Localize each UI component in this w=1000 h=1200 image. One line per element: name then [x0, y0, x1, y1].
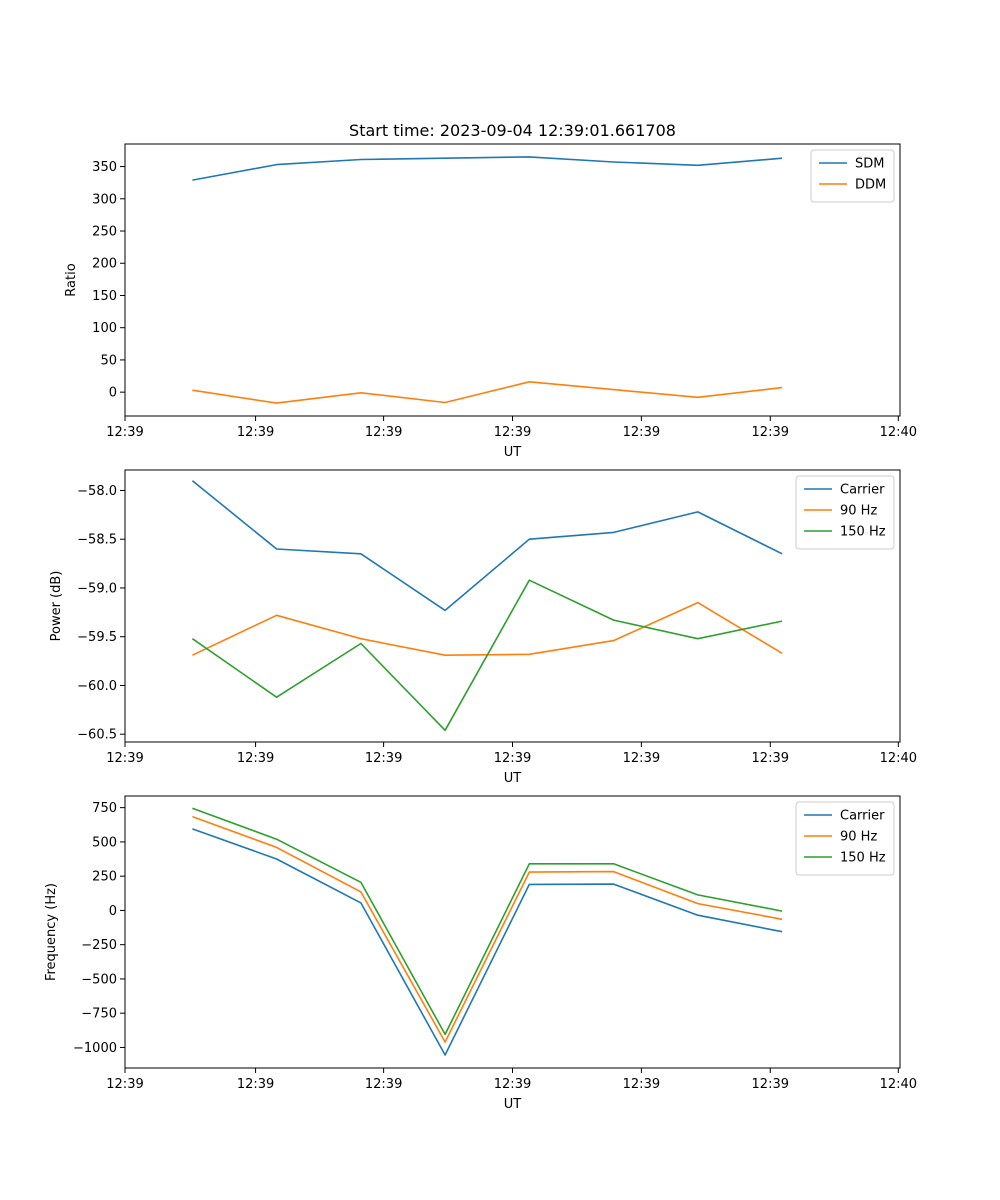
panel-2-x-tick-label: 12:39	[237, 751, 274, 766]
panel-2-legend-label-carrier: Carrier	[840, 483, 885, 498]
panel-3-x-axis-label: UT	[504, 1097, 522, 1112]
panel-3-x-tick-label: 12:39	[365, 1077, 402, 1092]
panel-1-y-tick-label: 0	[109, 386, 117, 401]
panel-2-x-tick-label: 12:39	[623, 751, 660, 766]
panel-3-x-tick-label: 12:39	[237, 1077, 274, 1092]
panel-1-y-axis-label: Ratio	[64, 263, 79, 296]
panel-1-x-axis-label: UT	[504, 445, 522, 460]
panel-2-legend: Carrier 90 Hz 150 Hz	[795, 475, 895, 550]
panel-3-series-150-hz	[192, 807, 783, 1036]
panel-3-y-tick-label: 250	[92, 870, 117, 885]
panel-2-legend-label-90-hz: 90 Hz	[840, 504, 877, 519]
panel-1-axes-frame	[124, 143, 901, 417]
panel-3-axes-frame	[124, 795, 901, 1069]
panel-3-x-tick-label: 12:39	[494, 1077, 531, 1092]
panel-3-x-tick-label: 12:39	[623, 1077, 660, 1092]
panel-2-y-axis-label: Power (dB)	[49, 571, 64, 642]
panel-1-legend-label-ddm: DDM	[855, 178, 886, 193]
panel-3-x-tick-label: 12:40	[880, 1077, 917, 1092]
panel-3-y-tick-label: −250	[81, 938, 117, 953]
panel-2-series-150-hz	[191, 579, 783, 732]
panel-1-x-tick-label: 12:39	[365, 425, 402, 440]
panel-1-x-tick-label: 12:40	[880, 425, 917, 440]
panel-2-x-axis-label: UT	[504, 771, 522, 786]
panel-1: 12:39 12:39 12:39 12:39 12:39 12:39 12:40 0 50 10…	[64, 143, 917, 460]
panel-1-legend: SDM DDM	[810, 149, 895, 203]
panel-3-y-tick-label: −750	[81, 1007, 117, 1022]
panel-2-axes-frame	[124, 469, 901, 743]
panel-2-y-tick-label: −58.5	[77, 533, 117, 548]
panel-1-y-tick-label: 200	[92, 257, 117, 272]
panel-1-x-tick-label: 12:39	[237, 425, 274, 440]
panel-1-y-tick-label: 150	[92, 289, 117, 304]
panel-3-y-tick-label: −500	[81, 972, 117, 987]
panel-3-y-tick-label: 750	[92, 801, 117, 816]
panel-2-x-tick-label: 12:39	[752, 751, 789, 766]
panel-1-y-tick-label: 50	[100, 353, 117, 368]
panel-3-x-tick-label: 12:39	[106, 1077, 143, 1092]
panel-1-x-tick-label: 12:39	[106, 425, 143, 440]
panel-1-legend-label-sdm: SDM	[855, 157, 884, 172]
panel-2-x-tick-label: 12:39	[106, 751, 143, 766]
figure-title: Start time: 2023-09-04 12:39:01.661708	[349, 121, 676, 140]
panel-2-x-tick-label: 12:40	[880, 751, 917, 766]
subplot-panels: 12:39 12:39 12:39 12:39 12:39 12:39 12:40 0 50 10…	[44, 143, 917, 1112]
panel-1-y-tick-label: 100	[92, 321, 117, 336]
panel-1-x-tick-label: 12:39	[623, 425, 660, 440]
panel-1-x-tick-label: 12:39	[494, 425, 531, 440]
panel-3-series-90-hz	[192, 815, 783, 1043]
panel-3-series-carrier	[192, 828, 783, 1056]
panel-3-legend-label-150-hz: 150 Hz	[840, 851, 886, 866]
panel-2-x-tick-label: 12:39	[494, 751, 531, 766]
panel-3-legend: Carrier 90 Hz 150 Hz	[795, 801, 895, 876]
panel-2-y-tick-label: −59.5	[77, 630, 117, 645]
panel-2-y-tick-label: −60.0	[77, 679, 117, 694]
panel-1-x-tick-label: 12:39	[752, 425, 789, 440]
panel-3-y-axis-label: Frequency (Hz)	[44, 883, 59, 981]
panel-3-legend-label-carrier: Carrier	[840, 809, 885, 824]
panel-1-series-sdm	[192, 156, 783, 181]
panel-3-y-tick-label: 0	[109, 904, 117, 919]
panel-2-y-tick-label: −60.5	[77, 728, 117, 743]
panel-3-legend-label-90-hz: 90 Hz	[840, 830, 877, 845]
panel-2-series-carrier	[191, 480, 783, 612]
panel-1-y-tick-label: 250	[92, 225, 117, 240]
panel-3-x-tick-label: 12:39	[752, 1077, 789, 1092]
panel-2: 12:39 12:39 12:39 12:39 12:39 12:39 12:40 −60.5…	[49, 469, 917, 786]
panel-2-y-tick-label: −58.0	[77, 484, 117, 499]
panel-1-y-tick-label: 350	[92, 160, 117, 175]
panel-3: 12:39 12:39 12:39 12:39 12:39 12:39 12:40 −1000…	[44, 795, 917, 1112]
panel-2-x-tick-label: 12:39	[365, 751, 402, 766]
panel-1-y-tick-label: 300	[92, 192, 117, 207]
panel-2-y-tick-label: −59.0	[77, 581, 117, 596]
panel-1-series-ddm	[192, 380, 783, 404]
panel-3-y-tick-label: −1000	[73, 1041, 117, 1056]
panel-2-legend-label-150-hz: 150 Hz	[840, 525, 886, 540]
panel-3-y-tick-label: 500	[92, 835, 117, 850]
